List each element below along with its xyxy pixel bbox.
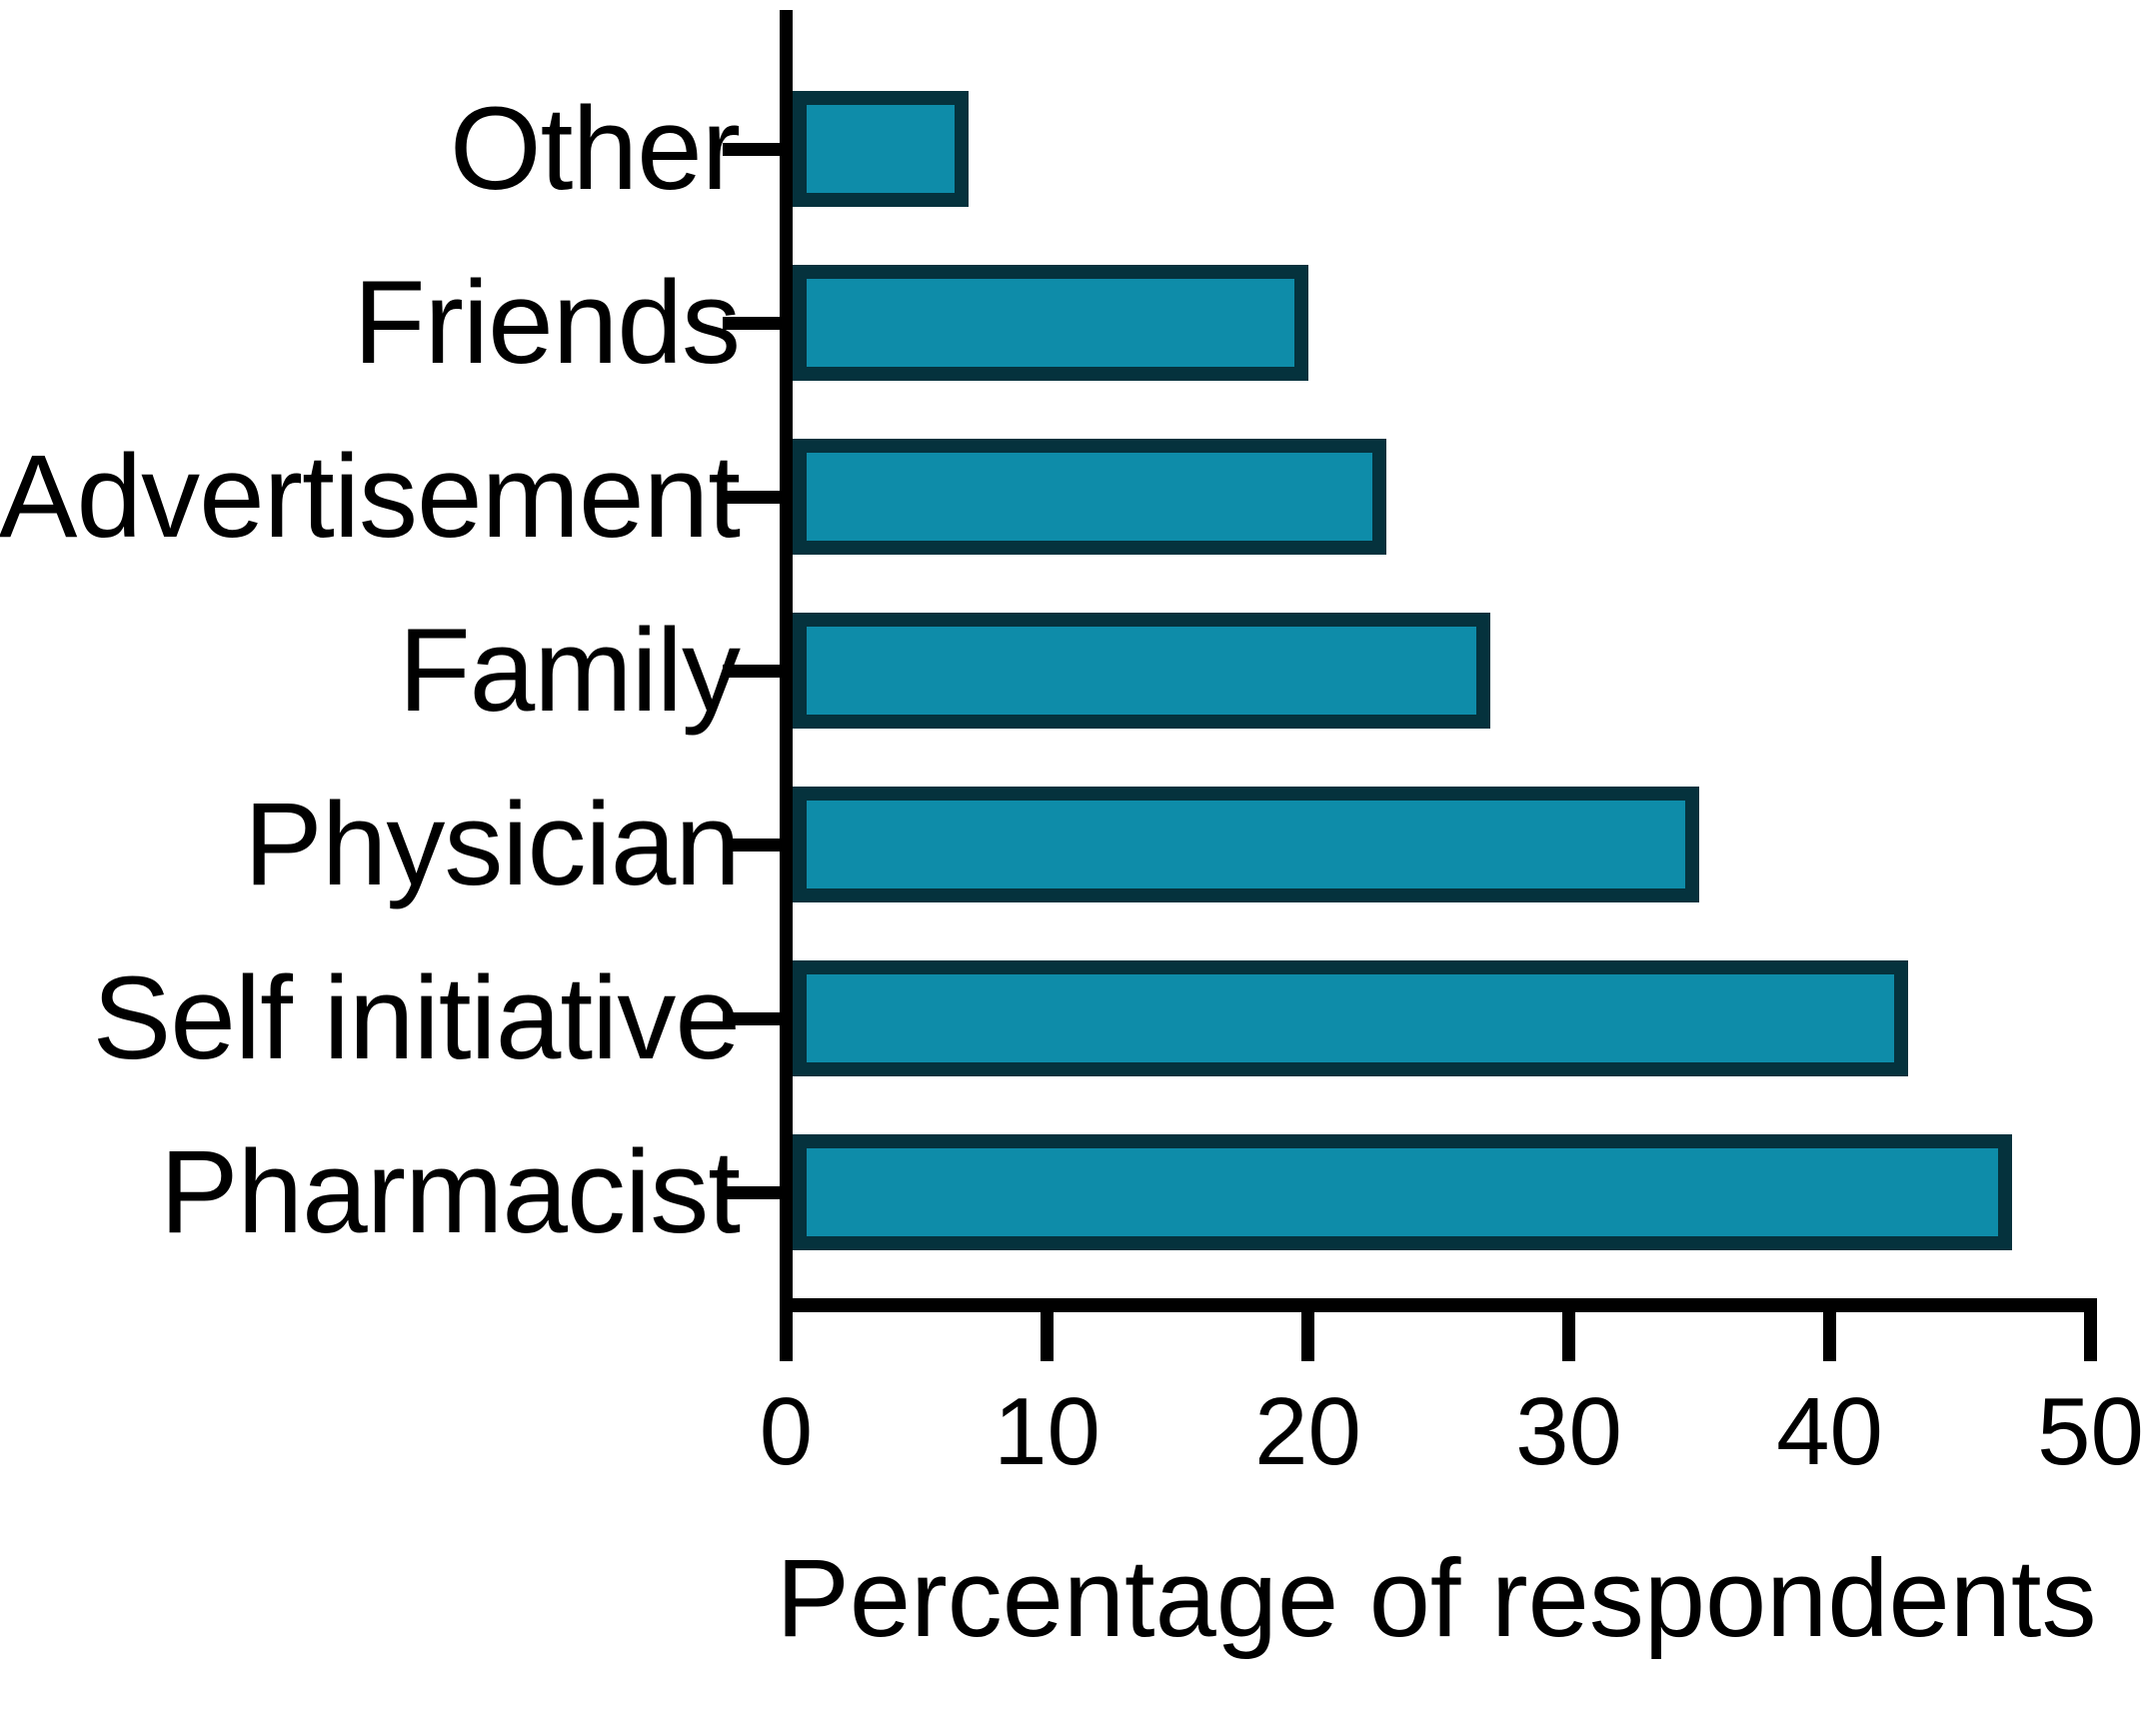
bar-other [793,91,969,207]
bar-pharmacist [793,1134,2012,1250]
category-label: Friends [353,257,741,389]
x-axis-title: Percentage of respondents [776,1537,2097,1660]
x-tick-label: 40 [1776,1378,1883,1485]
y-axis-tick [723,1185,780,1199]
y-axis-tick [723,838,780,852]
y-axis-tick [723,1011,780,1025]
x-axis-tick [780,1311,793,1361]
y-axis-line [780,10,793,1312]
y-axis-tick [723,142,780,156]
x-axis-tick [1301,1311,1314,1361]
x-tick-label: 50 [2037,1378,2144,1485]
category-label: Physician [243,779,741,910]
category-label: Pharmacist [159,1126,741,1258]
x-axis-tick [1562,1311,1575,1361]
x-tick-label: 20 [1254,1378,1361,1485]
y-axis-tick [723,316,780,330]
bar-family [793,613,1490,729]
x-axis-tick [1041,1311,1054,1361]
category-label: Other [449,83,741,215]
x-axis-tick [2084,1311,2097,1361]
x-tick-label: 0 [759,1378,814,1485]
bar-friends [793,265,1308,381]
bar-advertisement [793,439,1386,555]
category-label: Advertisement [0,431,741,563]
category-label: Self initiative [92,952,741,1084]
category-label: Family [398,605,741,737]
x-tick-label: 30 [1515,1378,1622,1485]
x-tick-label: 10 [994,1378,1100,1485]
y-axis-tick [723,490,780,504]
x-axis-tick [1823,1311,1836,1361]
bar-self-initiative [793,960,1908,1076]
y-axis-tick [723,664,780,678]
x-axis-line [780,1298,2097,1312]
bar-physician [793,787,1699,902]
